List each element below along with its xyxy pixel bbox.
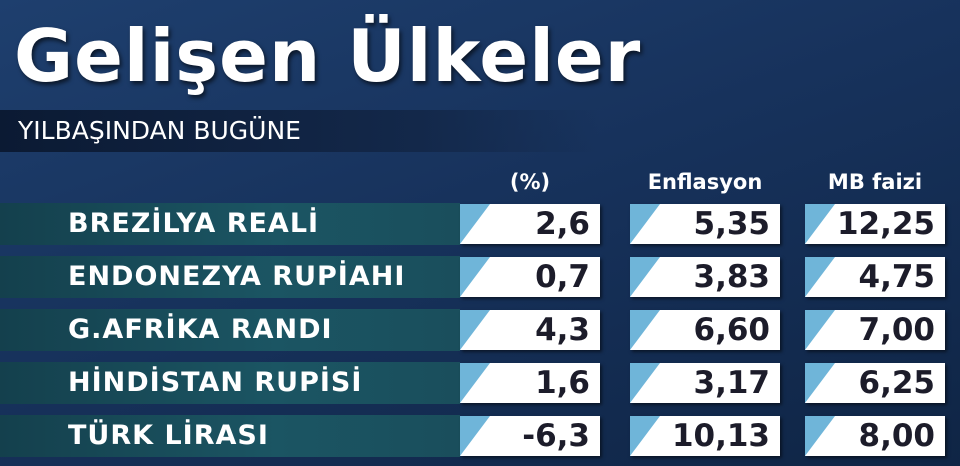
value-cell: 12,25 — [805, 204, 945, 244]
value-cell: 3,83 — [630, 257, 780, 297]
cell-value: 3,17 — [693, 365, 771, 401]
cell-accent — [460, 363, 490, 403]
value-cell: 8,00 — [805, 416, 945, 456]
value-cell: 7,00 — [805, 310, 945, 350]
cell-value: 10,13 — [671, 418, 770, 454]
row-band — [0, 415, 460, 457]
row-label: HİNDİSTAN RUPİSİ — [68, 367, 363, 398]
cell-value: -6,3 — [522, 418, 590, 454]
value-cell: 1,6 — [460, 363, 600, 403]
value-cell: 4,75 — [805, 257, 945, 297]
value-cell: 10,13 — [630, 416, 780, 456]
value-cell: 4,3 — [460, 310, 600, 350]
cell-accent — [460, 416, 490, 456]
title: Gelişen Ülkeler — [14, 14, 642, 98]
cell-accent — [630, 310, 660, 350]
row-band — [0, 362, 460, 404]
cell-accent — [460, 204, 490, 244]
subtitle: YILBAŞINDAN BUGÜNE — [18, 116, 301, 145]
cell-value: 1,6 — [535, 365, 590, 401]
cell-accent — [460, 310, 490, 350]
cell-value: 12,25 — [836, 206, 935, 242]
row-band — [0, 309, 460, 351]
cell-accent — [805, 257, 835, 297]
cell-value: 6,60 — [693, 312, 771, 348]
row-label: TÜRK LİRASI — [68, 420, 269, 451]
cell-accent — [805, 363, 835, 403]
row-label: G.AFRİKA RANDI — [68, 314, 333, 345]
cell-value: 0,7 — [535, 259, 590, 295]
cell-value: 6,25 — [858, 365, 936, 401]
value-cell: 5,35 — [630, 204, 780, 244]
row-label: ENDONEZYA RUPİAHI — [68, 261, 406, 292]
column-header: MB faizi — [827, 170, 923, 194]
cell-value: 2,6 — [535, 206, 590, 242]
cell-accent — [805, 416, 835, 456]
cell-accent — [630, 363, 660, 403]
cell-value: 4,75 — [858, 259, 936, 295]
cell-accent — [805, 204, 835, 244]
cell-value: 4,3 — [535, 312, 590, 348]
row-band — [0, 256, 460, 298]
value-cell: 2,6 — [460, 204, 600, 244]
cell-accent — [630, 204, 660, 244]
cell-accent — [630, 416, 660, 456]
value-cell: 3,17 — [630, 363, 780, 403]
cell-value: 8,00 — [858, 418, 936, 454]
cell-value: 7,00 — [858, 312, 936, 348]
cell-accent — [805, 310, 835, 350]
value-cell: 6,60 — [630, 310, 780, 350]
column-header: Enflasyon — [647, 170, 763, 194]
value-cell: 6,25 — [805, 363, 945, 403]
value-cell: -6,3 — [460, 416, 600, 456]
cell-accent — [460, 257, 490, 297]
column-header: (%) — [509, 170, 551, 194]
cell-value: 3,83 — [693, 259, 771, 295]
cell-value: 5,35 — [693, 206, 771, 242]
value-cell: 0,7 — [460, 257, 600, 297]
row-band — [0, 203, 460, 245]
cell-accent — [630, 257, 660, 297]
row-label: BREZİLYA REALİ — [68, 208, 320, 239]
subtitle-band — [0, 110, 600, 152]
